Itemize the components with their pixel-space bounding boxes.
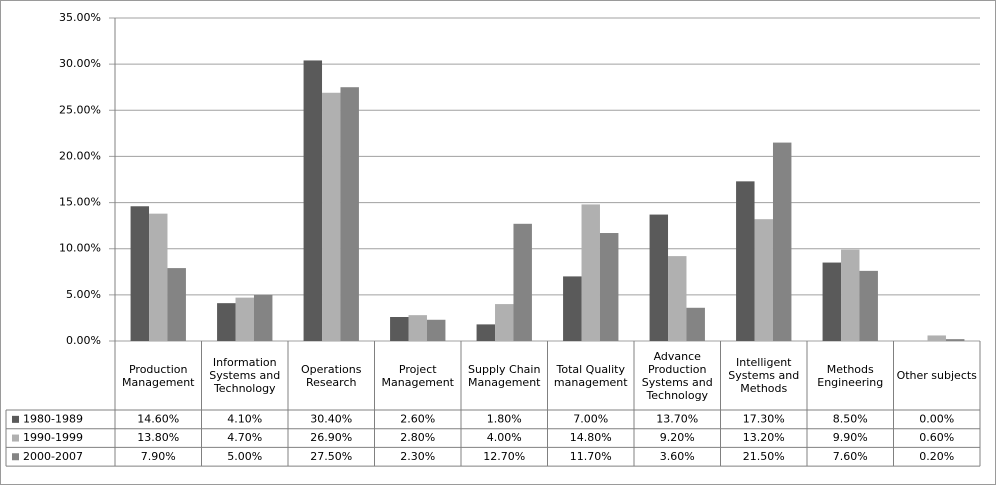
y-tick-label: 25.00% bbox=[59, 103, 101, 116]
bar bbox=[859, 270, 878, 341]
bar bbox=[322, 92, 341, 341]
bar bbox=[235, 297, 254, 341]
bar bbox=[340, 87, 359, 341]
bar bbox=[217, 303, 236, 341]
table-value: 0.60% bbox=[919, 431, 954, 444]
bar bbox=[581, 204, 600, 341]
legend-swatch bbox=[12, 415, 19, 423]
bar bbox=[822, 262, 842, 341]
table-value: 9.90% bbox=[833, 431, 868, 444]
y-tick-label: 20.00% bbox=[59, 149, 101, 162]
category-label: Project Management bbox=[381, 362, 454, 389]
table-value: 8.50% bbox=[833, 412, 868, 425]
table-value: 13.80% bbox=[137, 431, 179, 444]
table-value: 9.20% bbox=[660, 431, 695, 444]
table-value: 3.60% bbox=[660, 450, 695, 463]
table-value: 14.80% bbox=[570, 431, 612, 444]
table-value: 7.90% bbox=[141, 450, 176, 463]
y-tick-label: 15.00% bbox=[59, 196, 101, 209]
table-value: 2.30% bbox=[400, 450, 435, 463]
bar bbox=[668, 256, 687, 341]
bar bbox=[513, 223, 532, 341]
table-value: 0.00% bbox=[919, 412, 954, 425]
y-tick-label: 10.00% bbox=[59, 242, 101, 255]
category-label: Total Quality management bbox=[553, 362, 628, 389]
category-label: Production Management bbox=[122, 362, 195, 389]
table-value: 13.20% bbox=[743, 431, 785, 444]
table-value: 0.20% bbox=[919, 450, 954, 463]
y-tick-label: 0.00% bbox=[66, 334, 101, 347]
category-label: Information Systems and Technology bbox=[209, 356, 281, 395]
table-value: 5.00% bbox=[227, 450, 262, 463]
table-value: 21.50% bbox=[743, 450, 785, 463]
table-value: 13.70% bbox=[656, 412, 698, 425]
table-value: 30.40% bbox=[310, 412, 352, 425]
bar bbox=[149, 213, 168, 341]
category-label: Intelligent Systems and Methods bbox=[728, 356, 800, 395]
table-value: 4.70% bbox=[227, 431, 262, 444]
bar bbox=[736, 181, 755, 341]
y-tick-label: 30.00% bbox=[59, 57, 101, 70]
table-value: 7.00% bbox=[573, 412, 608, 425]
bar bbox=[649, 214, 669, 341]
table-value: 17.30% bbox=[743, 412, 785, 425]
legend-label: 1990-1999 bbox=[23, 431, 83, 444]
bar bbox=[754, 219, 773, 341]
bar bbox=[476, 324, 496, 341]
table-value: 27.50% bbox=[310, 450, 352, 463]
table-value: 14.60% bbox=[137, 412, 179, 425]
bar bbox=[426, 319, 446, 341]
y-tick-label: 5.00% bbox=[66, 288, 101, 301]
bar bbox=[772, 142, 792, 341]
bar bbox=[390, 317, 409, 341]
bar bbox=[495, 304, 514, 341]
y-tick-label: 35.00% bbox=[59, 11, 101, 24]
bar bbox=[130, 206, 150, 341]
table-value: 1.80% bbox=[487, 412, 522, 425]
table-value: 4.00% bbox=[487, 431, 522, 444]
table-value: 11.70% bbox=[570, 450, 612, 463]
legend-swatch bbox=[12, 453, 19, 461]
bar bbox=[927, 335, 946, 341]
bar bbox=[303, 60, 323, 342]
legend-label: 1980-1989 bbox=[23, 412, 83, 425]
table-value: 12.70% bbox=[483, 450, 525, 463]
table-value: 26.90% bbox=[310, 431, 352, 444]
bar bbox=[563, 276, 582, 341]
table-value: 4.10% bbox=[227, 412, 262, 425]
category-label: Advance Production Systems and Technolog… bbox=[641, 349, 713, 402]
category-label: Methods Engineering bbox=[817, 362, 884, 389]
bar bbox=[408, 315, 427, 341]
table-value: 2.80% bbox=[400, 431, 435, 444]
category-label: Other subjects bbox=[896, 369, 977, 382]
bar bbox=[841, 249, 860, 341]
bar bbox=[686, 307, 705, 341]
bar bbox=[945, 339, 965, 341]
category-label: Operations Research bbox=[301, 362, 362, 389]
bar bbox=[253, 294, 273, 341]
table-value: 7.60% bbox=[833, 450, 868, 463]
table-value: 2.60% bbox=[400, 412, 435, 425]
category-label: Supply Chain Management bbox=[468, 362, 541, 389]
bar bbox=[599, 233, 619, 341]
bar bbox=[167, 268, 186, 341]
legend-swatch bbox=[12, 434, 19, 442]
legend-label: 2000-2007 bbox=[23, 450, 83, 463]
